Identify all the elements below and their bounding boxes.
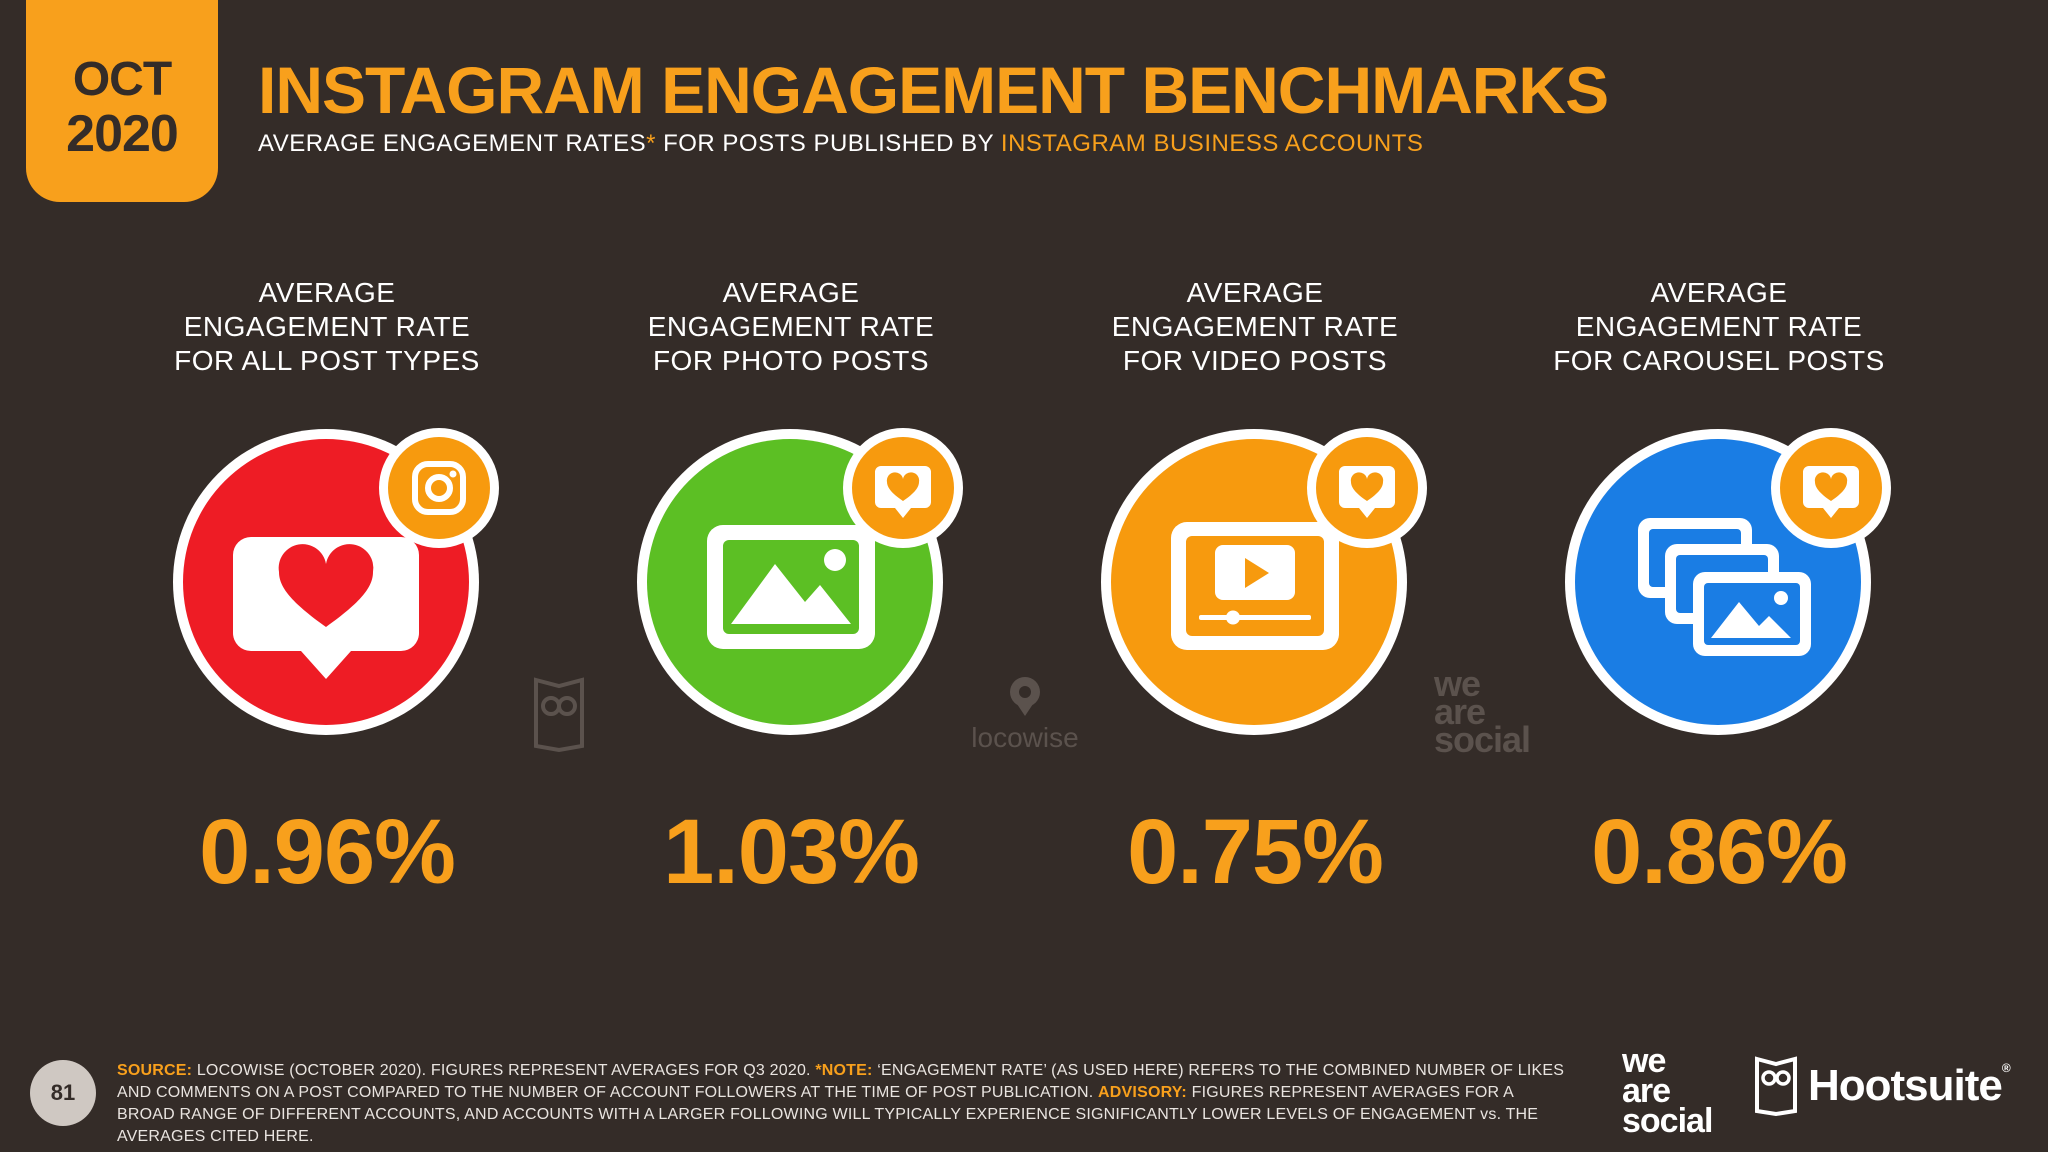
locowise-pin-icon — [1010, 677, 1040, 716]
we-are-social-logo: we are social — [1622, 1042, 1713, 1140]
metric-value: 0.96% — [199, 801, 456, 903]
metric-all-posts: AVERAGE ENGAGEMENT RATE FOR ALL POST TYP… — [97, 276, 557, 903]
we-are-social-watermark: we are social — [1434, 663, 1531, 760]
watermark-we: we — [1434, 663, 1481, 704]
date-year: 2020 — [66, 105, 179, 163]
metric-value: 1.03% — [663, 801, 920, 903]
metric-label: AVERAGE ENGAGEMENT RATE FOR VIDEO POSTS — [1025, 276, 1485, 378]
heart-chat-icon — [875, 466, 931, 518]
page-subtitle: AVERAGE ENGAGEMENT RATES* FOR POSTS PUBL… — [258, 130, 1423, 158]
video-player-icon — [1171, 522, 1339, 650]
footer-source-note: SOURCE: LOCOWISE (OCTOBER 2020). FIGURES… — [117, 1060, 1567, 1148]
metric-label: AVERAGE ENGAGEMENT RATE FOR ALL POST TYP… — [97, 276, 557, 378]
subtitle-part1: AVERAGE ENGAGEMENT RATES — [258, 130, 647, 157]
metric-label-line: AVERAGE — [722, 277, 860, 308]
metric-circle — [171, 422, 501, 752]
subtitle-asterisk: * — [646, 130, 656, 157]
logo-we: we — [1622, 1042, 1666, 1080]
hootsuite-label: Hootsuite® — [1808, 1061, 2011, 1111]
heart-chat-badge — [1771, 428, 1891, 548]
heart-chat-icon — [233, 537, 419, 679]
watermark-social: social — [1434, 719, 1531, 760]
logo-social: social — [1622, 1102, 1713, 1140]
heart-chat-icon — [1803, 466, 1859, 518]
subtitle-highlight: INSTAGRAM BUSINESS ACCOUNTS — [1000, 130, 1424, 157]
metric-label-line: ENGAGEMENT RATE — [647, 311, 935, 342]
metric-circle — [1563, 422, 1893, 752]
metric-carousel-posts: AVERAGE ENGAGEMENT RATE FOR CAROUSEL POS… — [1489, 276, 1949, 903]
logo-are: are — [1622, 1072, 1671, 1110]
metric-video-posts: AVERAGE ENGAGEMENT RATE FOR VIDEO POSTS — [1025, 276, 1485, 903]
watermark-are: are — [1434, 691, 1486, 732]
hootsuite-trademark: ® — [2001, 1061, 2011, 1075]
hootsuite-logo: Hootsuite® — [1754, 1056, 2011, 1116]
instagram-badge — [379, 428, 499, 548]
hootsuite-owl-icon — [1755, 1056, 1797, 1116]
metric-label-line: FOR PHOTO POSTS — [652, 345, 930, 376]
metric-circle — [635, 422, 965, 752]
heart-chat-badge — [1307, 428, 1427, 548]
metric-label-line: AVERAGE — [1650, 277, 1788, 308]
source-key: SOURCE: — [117, 1062, 193, 1079]
metric-value: 0.86% — [1591, 801, 1848, 903]
subtitle-part2: FOR POSTS PUBLISHED BY — [655, 130, 1001, 157]
note-text: ‘ENGAGEMENT RATE’ (AS USED HERE) REFERS … — [117, 1062, 1565, 1101]
photo-icon — [707, 525, 875, 649]
page-number: 81 — [30, 1060, 96, 1126]
metric-label-line: FOR ALL POST TYPES — [174, 345, 480, 376]
advisory-text: FIGURES REPRESENT AVERAGES FOR A BROAD R… — [117, 1084, 1539, 1145]
metric-circle — [1099, 422, 1429, 752]
date-badge: OCT 2020 — [26, 0, 218, 202]
source-text: LOCOWISE (OCTOBER 2020). FIGURES REPRESE… — [192, 1062, 816, 1079]
metric-label-line: ENGAGEMENT RATE — [1575, 311, 1863, 342]
heart-chat-icon — [1339, 466, 1395, 518]
metric-label: AVERAGE ENGAGEMENT RATE FOR PHOTO POSTS — [561, 276, 1021, 378]
metric-value: 0.75% — [1127, 801, 1384, 903]
date-month: OCT — [72, 53, 172, 106]
locowise-watermark: locowise — [970, 674, 1080, 753]
metric-label: AVERAGE ENGAGEMENT RATE FOR CAROUSEL POS… — [1489, 276, 1949, 378]
page-title: INSTAGRAM ENGAGEMENT BENCHMARKS — [258, 53, 1609, 127]
heart-chat-badge — [843, 428, 963, 548]
metric-photo-posts: AVERAGE ENGAGEMENT RATE FOR PHOTO POSTS — [561, 276, 1021, 903]
metric-label-line: AVERAGE — [1186, 277, 1324, 308]
instagram-icon — [412, 461, 466, 515]
carousel-icon — [1638, 518, 1811, 656]
metric-label-line: AVERAGE — [258, 277, 396, 308]
hootsuite-owl-watermark-icon — [532, 676, 586, 757]
metric-label-line: FOR VIDEO POSTS — [1122, 345, 1388, 376]
advisory-key: ADVISORY: — [1098, 1084, 1187, 1101]
hootsuite-text: Hootsuite — [1808, 1061, 2003, 1110]
locowise-label: locowise — [971, 722, 1079, 753]
metric-label-line: ENGAGEMENT RATE — [183, 311, 471, 342]
metric-label-line: FOR CAROUSEL POSTS — [1553, 345, 1885, 376]
metric-label-line: ENGAGEMENT RATE — [1111, 311, 1399, 342]
note-key: *NOTE: — [815, 1062, 873, 1079]
